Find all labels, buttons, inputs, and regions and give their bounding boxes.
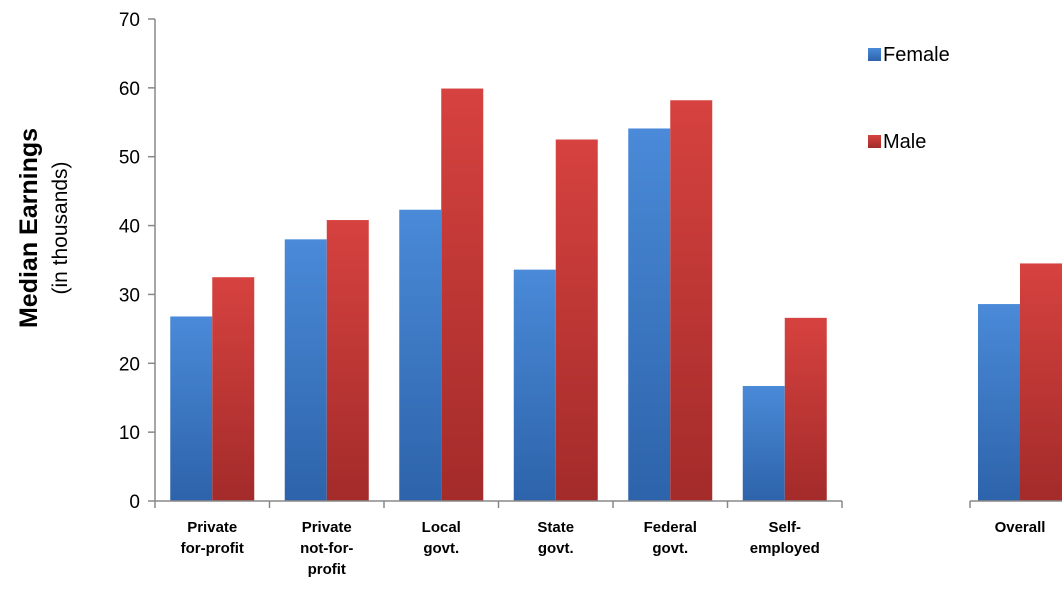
bar-female: [513, 269, 556, 501]
y-axis-label: Median Earnings: [15, 128, 43, 328]
y-tick-label: 70: [119, 10, 140, 31]
y-axis-title: Median Earnings (in thousands): [15, 128, 72, 328]
y-tick-label: 10: [119, 423, 140, 444]
bar-male: [326, 220, 369, 501]
legend-label-female: Female: [883, 44, 950, 66]
y-tick-label: 40: [119, 217, 140, 238]
y-tick-label: 20: [119, 354, 140, 375]
y-tick-label: 0: [129, 492, 140, 513]
y-axis-sublabel: (in thousands): [49, 161, 72, 294]
axes-layer: [148, 18, 1062, 508]
bar-male: [212, 277, 255, 501]
legend: Female Male: [868, 44, 950, 153]
legend-swatch-female: [868, 48, 881, 61]
bar-male: [1020, 263, 1062, 501]
bar-female: [399, 209, 442, 501]
bar-male: [441, 88, 484, 501]
category-label: Private not-for-profit: [300, 519, 353, 578]
legend-label-male: Male: [883, 131, 926, 153]
bar-male: [555, 139, 598, 501]
bars-layer: [170, 88, 1062, 502]
legend-swatch-male: [868, 135, 881, 148]
category-labels: Private for-profit Private not-for-profit Lo…: [181, 519, 1046, 578]
category-label: Private for-profit: [181, 519, 244, 557]
y-tick-labels: 0 10 20 30 40 50 60 70: [119, 10, 140, 513]
bar-male: [670, 100, 713, 501]
bar-female: [978, 304, 1020, 501]
bar-male: [784, 317, 827, 501]
bar-female: [628, 128, 671, 502]
bar-female: [170, 316, 213, 501]
y-tick-label: 30: [119, 285, 140, 306]
category-label: Overall: [995, 519, 1046, 536]
bar-female: [284, 239, 327, 502]
category-label: Local govt.: [422, 519, 461, 557]
y-tick-label: 60: [119, 79, 140, 100]
bar-female: [742, 386, 785, 501]
category-label: Federal govt.: [644, 519, 697, 557]
category-label: Self-employed: [750, 519, 820, 557]
category-label: State govt.: [537, 519, 574, 557]
y-tick-label: 50: [119, 148, 140, 169]
